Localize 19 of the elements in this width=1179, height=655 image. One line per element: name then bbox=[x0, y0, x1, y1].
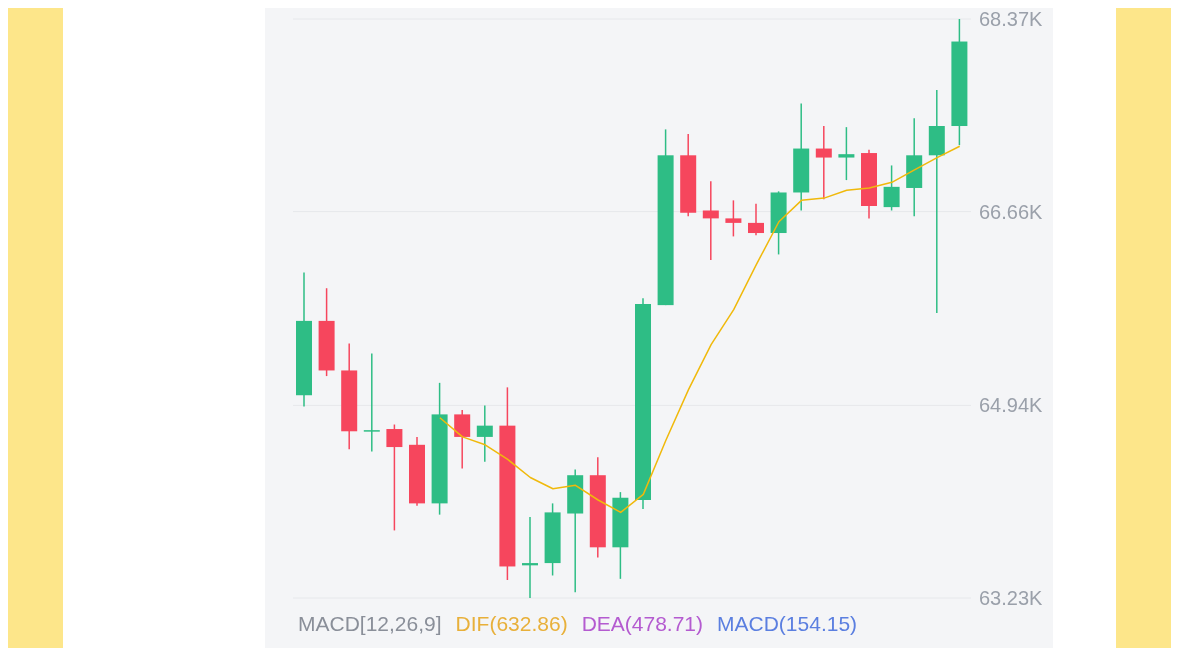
candlestick bbox=[454, 409, 471, 470]
candlestick bbox=[838, 126, 855, 181]
candlestick bbox=[702, 180, 719, 261]
candlestick bbox=[748, 202, 764, 237]
text: MACD[12,26,9] bbox=[298, 612, 442, 636]
candlestick bbox=[386, 423, 403, 532]
candlestick bbox=[476, 404, 493, 463]
text: DIF(632.86) bbox=[455, 612, 568, 636]
candlestick bbox=[815, 125, 832, 200]
y-tick-label: 64.94K bbox=[979, 394, 1044, 417]
y-tick-label: 68.37K bbox=[979, 8, 1044, 31]
y-tick-label: 66.66K bbox=[979, 200, 1044, 223]
candlestick bbox=[725, 199, 742, 238]
text: MACD(154.15) bbox=[717, 612, 858, 636]
text: DEA(478.71) bbox=[581, 612, 704, 636]
line-series bbox=[439, 145, 961, 514]
candlestick bbox=[363, 352, 380, 453]
y-tick-label: 63.23K bbox=[979, 587, 1044, 610]
candlestick bbox=[883, 164, 900, 212]
